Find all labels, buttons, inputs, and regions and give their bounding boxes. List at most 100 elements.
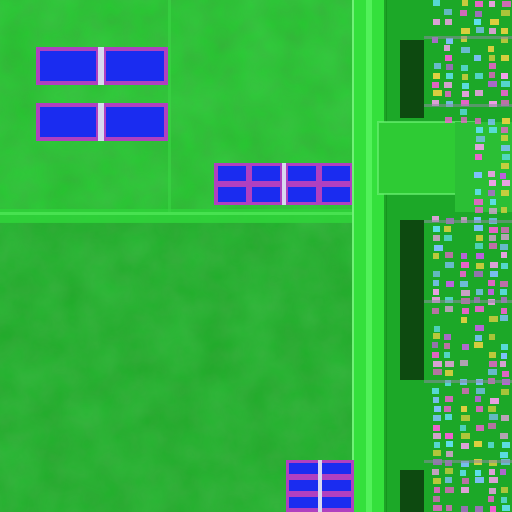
rooftop bbox=[40, 107, 96, 137]
boundary-line-vertical bbox=[168, 0, 171, 212]
vehicle bbox=[462, 91, 469, 97]
rooftop bbox=[322, 187, 350, 202]
vehicle bbox=[433, 496, 440, 502]
vehicle bbox=[489, 227, 498, 233]
vehicle bbox=[460, 281, 468, 287]
vehicle bbox=[475, 189, 481, 195]
vehicle bbox=[475, 207, 483, 213]
vehicle bbox=[433, 397, 439, 403]
vehicle bbox=[474, 199, 483, 205]
vehicle bbox=[462, 388, 469, 394]
vehicle bbox=[475, 506, 483, 512]
vehicle bbox=[461, 28, 470, 34]
vehicle bbox=[476, 388, 485, 394]
vehicle bbox=[502, 118, 510, 124]
vehicle bbox=[489, 477, 498, 483]
vehicle bbox=[461, 100, 469, 106]
road-edge-right bbox=[384, 0, 387, 512]
vehicle bbox=[476, 406, 483, 412]
vehicle bbox=[475, 325, 484, 331]
vehicle bbox=[445, 361, 454, 367]
vehicle bbox=[489, 469, 495, 475]
vehicle bbox=[488, 369, 497, 375]
vehicle bbox=[433, 425, 440, 431]
vehicle bbox=[489, 235, 496, 241]
lot-aisle bbox=[424, 104, 512, 107]
vehicle bbox=[432, 352, 439, 358]
vehicle bbox=[434, 487, 440, 493]
vehicle bbox=[489, 243, 497, 249]
vehicle bbox=[501, 344, 508, 350]
rooftop bbox=[106, 107, 164, 137]
vehicle bbox=[445, 252, 453, 258]
vehicle bbox=[433, 0, 440, 6]
vehicle bbox=[462, 344, 469, 350]
rooftop-divider bbox=[98, 103, 104, 141]
vehicle bbox=[444, 343, 450, 349]
vehicle bbox=[500, 281, 508, 287]
vehicle bbox=[433, 73, 440, 79]
lot-aisle bbox=[424, 220, 512, 223]
vehicle bbox=[462, 74, 468, 80]
vehicle bbox=[432, 342, 438, 348]
rooftop bbox=[218, 166, 246, 181]
rooftop-divider bbox=[282, 163, 286, 205]
vehicle bbox=[501, 234, 509, 240]
vehicle bbox=[475, 11, 482, 17]
vehicle bbox=[488, 496, 494, 502]
vehicle bbox=[444, 45, 450, 51]
vehicle bbox=[476, 263, 484, 269]
vehicle bbox=[501, 135, 508, 141]
vehicle bbox=[446, 505, 452, 511]
vehicle bbox=[476, 27, 484, 33]
vehicle bbox=[476, 425, 484, 431]
vehicle bbox=[489, 180, 496, 186]
vehicle bbox=[446, 73, 453, 79]
vehicle bbox=[445, 19, 452, 25]
vehicle bbox=[446, 281, 454, 287]
vehicle bbox=[501, 73, 508, 79]
rooftop-divider bbox=[98, 47, 104, 85]
vehicle bbox=[501, 263, 508, 269]
vehicle bbox=[476, 235, 483, 241]
road-edge-left bbox=[352, 0, 354, 512]
vehicle bbox=[476, 253, 484, 259]
vehicle bbox=[475, 335, 482, 341]
vehicle bbox=[444, 334, 451, 340]
vehicle bbox=[475, 1, 483, 7]
vehicle bbox=[501, 353, 507, 359]
vehicle bbox=[500, 244, 508, 250]
vehicle bbox=[476, 127, 483, 133]
vehicle bbox=[433, 369, 442, 375]
rooftop bbox=[252, 187, 280, 202]
vehicle bbox=[490, 506, 496, 512]
vehicle bbox=[434, 406, 441, 412]
vehicle bbox=[475, 306, 484, 312]
vehicle bbox=[502, 1, 511, 7]
vehicle bbox=[433, 505, 442, 511]
vehicle bbox=[460, 425, 466, 431]
vehicle bbox=[433, 271, 440, 277]
vehicle bbox=[446, 441, 453, 447]
vehicle bbox=[445, 433, 453, 439]
vehicle bbox=[461, 47, 470, 53]
vehicle bbox=[444, 226, 451, 232]
vehicle bbox=[475, 477, 484, 483]
vehicle bbox=[475, 470, 481, 476]
vehicle bbox=[461, 317, 467, 323]
vehicle bbox=[432, 82, 439, 88]
vehicle bbox=[475, 154, 482, 160]
vehicle bbox=[474, 441, 482, 447]
vehicle bbox=[445, 414, 452, 420]
vehicle bbox=[460, 109, 467, 115]
vehicle bbox=[500, 361, 506, 367]
vehicle bbox=[444, 9, 452, 15]
vehicle bbox=[445, 468, 453, 474]
vehicle bbox=[432, 37, 438, 43]
vehicle bbox=[460, 271, 466, 277]
vehicle bbox=[434, 63, 441, 69]
vehicle bbox=[462, 308, 469, 314]
vehicle bbox=[488, 46, 494, 52]
vehicle bbox=[475, 144, 484, 150]
